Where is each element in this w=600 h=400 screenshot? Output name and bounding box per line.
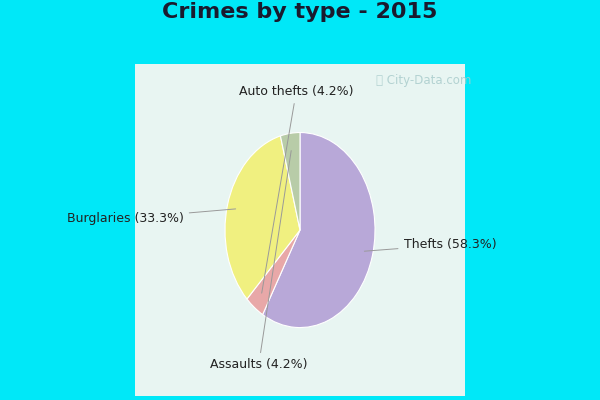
Text: Thefts (58.3%): Thefts (58.3%) [364, 238, 496, 251]
Wedge shape [280, 132, 300, 230]
Title: Crimes by type - 2015: Crimes by type - 2015 [163, 2, 437, 22]
Wedge shape [247, 230, 300, 315]
Text: Burglaries (33.3%): Burglaries (33.3%) [67, 209, 236, 225]
Text: Auto thefts (4.2%): Auto thefts (4.2%) [239, 85, 353, 293]
Text: Assaults (4.2%): Assaults (4.2%) [210, 151, 307, 371]
Wedge shape [225, 136, 300, 299]
Text: ⓘ City-Data.com: ⓘ City-Data.com [376, 74, 472, 87]
Wedge shape [263, 132, 375, 328]
